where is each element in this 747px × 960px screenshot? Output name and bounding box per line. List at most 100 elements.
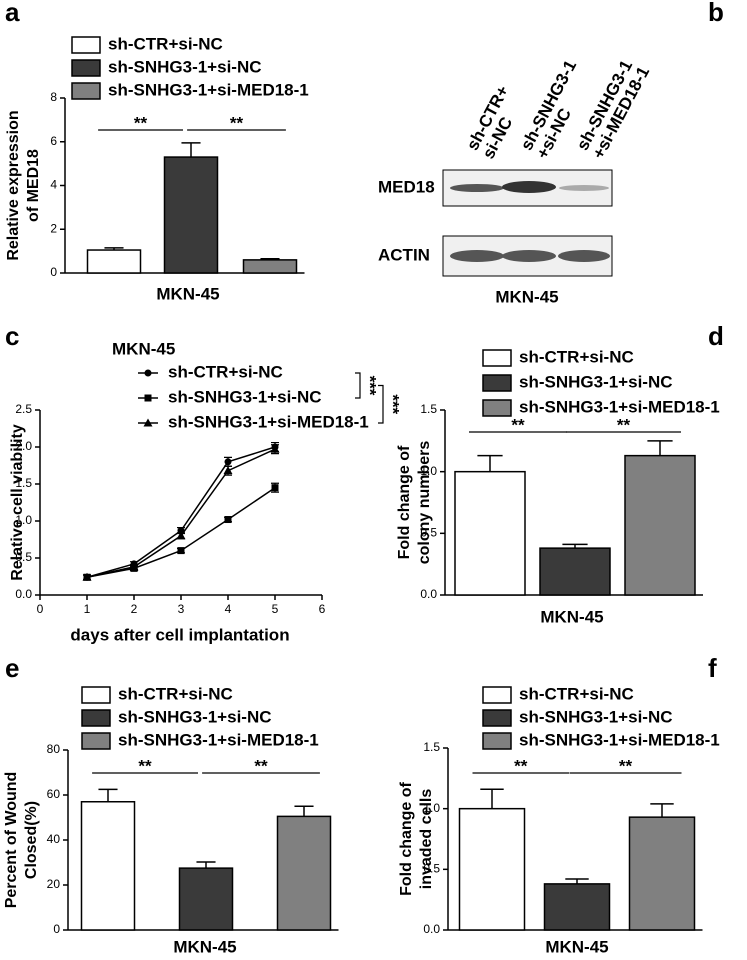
band xyxy=(559,185,609,191)
legend-swatch xyxy=(482,349,512,367)
bracket xyxy=(378,384,384,424)
panel-letter: a xyxy=(5,0,20,27)
y-tick-label: 1.5 xyxy=(15,476,32,490)
band xyxy=(502,181,556,193)
y-axis-label: invaded cells xyxy=(418,789,435,890)
bar xyxy=(543,883,611,931)
legend-label: sh-SNHG3-1+si-MED18-1 xyxy=(519,730,720,749)
y-axis-label: Fold change of xyxy=(396,445,413,559)
legend-label: sh-SNHG3-1+si-MED18-1 xyxy=(168,412,369,431)
legend-label: sh-SNHG3-1+si-NC xyxy=(118,707,272,726)
y-tick-label: 6 xyxy=(50,134,57,148)
legend-swatch xyxy=(482,374,512,392)
marker xyxy=(129,562,139,571)
legend-swatch xyxy=(81,686,111,704)
bar xyxy=(178,867,234,931)
bar xyxy=(80,801,136,931)
band xyxy=(502,250,556,262)
legend-swatch xyxy=(71,59,101,77)
y-axis-label: Percent of Wound xyxy=(3,772,20,909)
y-tick-label: 20 xyxy=(47,877,61,891)
bar xyxy=(86,249,142,274)
legend-swatch xyxy=(81,709,111,727)
y-tick-label: 2.5 xyxy=(15,402,32,416)
y-tick-label: 0.5 xyxy=(420,526,437,540)
marker xyxy=(143,418,153,427)
bracket xyxy=(355,372,361,399)
error-bar xyxy=(98,788,118,802)
chart-title: MKN-45 xyxy=(112,339,175,358)
row-label: MED18 xyxy=(378,177,435,196)
error-bar xyxy=(181,142,201,158)
error-bar xyxy=(562,543,588,549)
y-axis-label: Relative expression xyxy=(5,110,22,260)
y-tick-label: 4 xyxy=(50,178,57,192)
legend-label: sh-SNHG3-1+si-NC xyxy=(108,57,262,76)
y-tick-label: 0.5 xyxy=(15,550,32,564)
error-bar xyxy=(565,878,589,884)
legend-swatch xyxy=(482,399,512,417)
legend-label: sh-SNHG3-1+si-NC xyxy=(519,707,673,726)
legend-label: sh-CTR+si-NC xyxy=(519,347,634,366)
x-axis-label: days after cell implantation xyxy=(70,625,289,644)
legend-label: sh-SNHG3-1+si-NC xyxy=(519,372,673,391)
legend-swatch xyxy=(482,686,512,704)
legend-label: sh-SNHG3-1+si-MED18-1 xyxy=(108,80,309,99)
significance-label: ** xyxy=(619,756,633,775)
legend-swatch xyxy=(482,732,512,750)
legend-label: sh-SNHG3-1+si-MED18-1 xyxy=(519,397,720,416)
error-bar xyxy=(260,258,280,260)
marker xyxy=(271,484,279,492)
blot-panel: b sh-CTR+ si-NC sh-SNHG3-1 +si-NC sh-SNH… xyxy=(378,0,724,306)
significance-label: ** xyxy=(617,415,631,434)
y-tick-label: 0.5 xyxy=(423,862,440,876)
significance-label: ** xyxy=(511,415,525,434)
y-tick-label: 8 xyxy=(50,90,57,104)
legend-label: sh-CTR+si-NC xyxy=(168,362,283,381)
y-axis-label: colony numbers xyxy=(416,441,433,565)
legend-swatch xyxy=(482,709,512,727)
series-line xyxy=(86,448,276,578)
error-bar xyxy=(650,803,674,818)
legend-label: sh-CTR+si-NC xyxy=(118,684,233,703)
panel-letter: d xyxy=(708,321,724,351)
marker xyxy=(144,369,152,377)
error-bar xyxy=(647,440,673,456)
x-tick-label: 1 xyxy=(84,602,91,616)
marker xyxy=(177,547,185,555)
error-bar xyxy=(477,454,503,472)
bar xyxy=(242,259,298,274)
bar xyxy=(276,815,332,931)
significance-label: ** xyxy=(514,756,528,775)
x-axis-label: MKN-45 xyxy=(545,937,608,956)
y-axis-label: Relative cell viability xyxy=(9,424,26,581)
error-bar xyxy=(104,247,124,251)
significance-label: ** xyxy=(254,756,268,775)
y-tick-label: 0 xyxy=(50,265,57,279)
y-tick-label: 0.0 xyxy=(15,587,32,601)
x-tick-label: 2 xyxy=(131,602,138,616)
marker xyxy=(270,444,280,453)
band xyxy=(450,250,504,262)
y-tick-label: 2 xyxy=(50,221,57,235)
y-tick-label: 1.0 xyxy=(15,513,32,527)
legend-swatch xyxy=(71,36,101,54)
y-tick-label: 1.5 xyxy=(423,740,440,754)
legend-label: sh-SNHG3-1+si-MED18-1 xyxy=(118,730,319,749)
band xyxy=(450,184,504,192)
bar xyxy=(458,807,526,931)
bar xyxy=(454,470,526,596)
x-tick-label: 5 xyxy=(272,602,279,616)
error-bar xyxy=(480,788,504,809)
bar xyxy=(624,454,696,596)
x-tick-label: 0 xyxy=(37,602,44,616)
error-bar xyxy=(196,861,216,869)
legend-label: sh-CTR+si-NC xyxy=(519,684,634,703)
bar xyxy=(539,547,611,596)
x-axis-label: MKN-45 xyxy=(173,937,236,956)
legend-label: sh-SNHG3-1+si-NC xyxy=(168,387,322,406)
x-tick-label: 4 xyxy=(225,602,232,616)
significance-label: ** xyxy=(134,113,148,132)
marker xyxy=(144,394,152,402)
marker xyxy=(176,531,186,540)
